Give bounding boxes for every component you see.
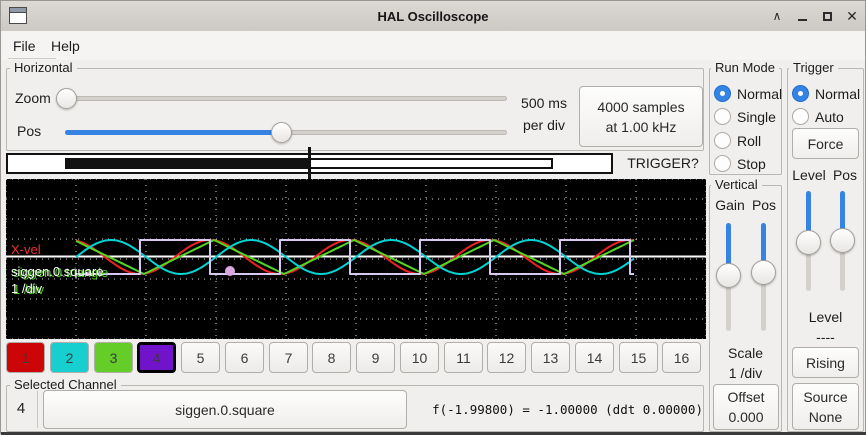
channel-button-3[interactable]: 3 xyxy=(94,342,133,373)
channel-source-button[interactable]: siggen.0.square xyxy=(43,390,407,429)
selected-channel-group xyxy=(6,385,704,432)
scope-display[interactable]: X-vel siggen.0.triangle siggen.0.square 1 /… xyxy=(5,178,707,340)
radio-icon xyxy=(714,132,731,149)
vertical-group-label: Vertical xyxy=(711,178,762,192)
menu-help[interactable]: Help xyxy=(51,38,80,54)
trigger-pos-slider-fill xyxy=(840,191,845,240)
window-menu-icon[interactable] xyxy=(9,7,27,24)
channel-value-readout: f(-1.99800) = -1.00000 (ddt 0.00000) xyxy=(432,402,703,417)
trigger-level-label: Level xyxy=(792,167,826,183)
trigger-pos-label: Pos xyxy=(832,167,858,183)
channel-button-10[interactable]: 10 xyxy=(400,342,439,373)
channel-button-1[interactable]: 1 xyxy=(6,342,45,373)
channel-button-2[interactable]: 2 xyxy=(50,342,89,373)
trigger-group-label: Trigger xyxy=(789,61,838,75)
channel-buttons: 1 2 3 4 5 6 7 8 9 10 11 12 13 14 15 16 xyxy=(6,342,706,373)
title-bar: HAL Oscilloscope ∧ ✕ xyxy=(1,1,865,32)
samples-line1: 4000 samples xyxy=(597,98,685,115)
run-mode-roll[interactable]: Roll xyxy=(714,132,761,149)
menu-bar: File Help xyxy=(1,31,865,60)
channel-button-15[interactable]: 15 xyxy=(619,342,658,373)
horizontal-group-label: Horizontal xyxy=(10,61,77,75)
trigger-level-slider-fill xyxy=(806,191,811,242)
svg-text:X-vel: X-vel xyxy=(11,242,41,257)
menu-file[interactable]: File xyxy=(13,38,36,54)
channel-button-16[interactable]: 16 xyxy=(662,342,701,373)
channel-button-4[interactable]: 4 xyxy=(137,342,176,373)
pos-slider-fill xyxy=(65,130,282,135)
trigger-level-slider-handle[interactable] xyxy=(796,230,821,255)
svg-text:siggen.0.square: siggen.0.square xyxy=(11,264,104,279)
trigger-status-label: TRIGGER? xyxy=(627,155,699,171)
window-controls: ∧ ✕ xyxy=(770,1,859,31)
run-mode-normal[interactable]: Normal xyxy=(714,85,782,102)
channel-button-14[interactable]: 14 xyxy=(575,342,614,373)
samples-button[interactable]: 4000 samples at 1.00 kHz xyxy=(579,86,703,147)
shade-icon[interactable]: ∧ xyxy=(772,9,782,23)
radio-icon xyxy=(714,85,731,102)
offset-button[interactable]: Offset 0.000 xyxy=(713,384,779,430)
window-title: HAL Oscilloscope xyxy=(377,8,489,24)
zoom-slider-handle[interactable] xyxy=(56,88,77,109)
run-mode-group-label: Run Mode xyxy=(711,61,779,75)
vertical-gain-label: Gain xyxy=(715,197,745,213)
trigger-level-value: ---- xyxy=(816,329,835,345)
radio-icon xyxy=(792,108,809,125)
radio-icon xyxy=(714,155,731,172)
record-captured-segment xyxy=(65,158,308,169)
trigger-source-button[interactable]: Source None xyxy=(792,383,859,430)
trigger-edge-button[interactable]: Rising xyxy=(792,347,859,378)
maximize-icon[interactable] xyxy=(820,9,834,23)
channel-source-label: siggen.0.square xyxy=(175,401,275,418)
vertical-pos-slider-handle[interactable] xyxy=(751,260,776,285)
time-per-div-unit: per div xyxy=(522,117,566,133)
record-trigger-tick xyxy=(308,147,311,179)
trigger-level-value-label: Level xyxy=(808,309,843,325)
channel-button-5[interactable]: 5 xyxy=(181,342,220,373)
channel-button-13[interactable]: 13 xyxy=(531,342,570,373)
radio-icon xyxy=(792,85,809,102)
radio-icon xyxy=(714,108,731,125)
zoom-label: Zoom xyxy=(15,90,51,106)
channel-button-11[interactable]: 11 xyxy=(444,342,483,373)
selected-channel-separator xyxy=(37,391,38,428)
samples-line2: at 1.00 kHz xyxy=(605,118,677,135)
offset-value: 0.000 xyxy=(728,409,764,425)
svg-text:siggen.0.triangle: siggen.0.triangle xyxy=(13,265,108,280)
channel-button-12[interactable]: 12 xyxy=(487,342,526,373)
minimize-icon[interactable] xyxy=(795,9,809,23)
menu-underline xyxy=(8,58,56,59)
trigger-auto[interactable]: Auto xyxy=(792,108,844,125)
pos-slider-handle[interactable] xyxy=(271,122,292,143)
selected-channel-number: 4 xyxy=(16,400,26,417)
selected-channel-group-label: Selected Channel xyxy=(10,378,121,392)
trigger-normal[interactable]: Normal xyxy=(792,85,860,102)
zoom-slider-track[interactable] xyxy=(57,96,507,101)
force-button[interactable]: Force xyxy=(792,128,859,159)
time-per-div-value: 500 ms xyxy=(521,95,567,111)
vertical-scale-value: 1 /div xyxy=(728,365,763,381)
record-pending-segment xyxy=(308,158,553,169)
channel-button-8[interactable]: 8 xyxy=(312,342,351,373)
horizontal-group xyxy=(6,68,704,151)
channel-button-9[interactable]: 9 xyxy=(356,342,395,373)
vertical-gain-slider-handle[interactable] xyxy=(716,263,741,288)
trigger-pos-slider-handle[interactable] xyxy=(830,228,855,253)
svg-text:1 /div: 1 /div xyxy=(11,281,43,296)
vertical-pos-slider-fill xyxy=(761,223,766,273)
run-mode-stop[interactable]: Stop xyxy=(714,155,766,172)
vertical-scale-label: Scale xyxy=(727,345,764,361)
vertical-gain-slider-fill xyxy=(726,223,731,276)
channel-button-6[interactable]: 6 xyxy=(225,342,264,373)
run-mode-single[interactable]: Single xyxy=(714,108,776,125)
close-icon[interactable]: ✕ xyxy=(846,7,858,24)
svg-text:1 /div: 1 /div xyxy=(13,282,45,297)
channel-button-7[interactable]: 7 xyxy=(269,342,308,373)
offset-label: Offset xyxy=(727,389,765,405)
vertical-pos-label: Pos xyxy=(751,197,777,213)
pos-label: Pos xyxy=(17,123,42,139)
